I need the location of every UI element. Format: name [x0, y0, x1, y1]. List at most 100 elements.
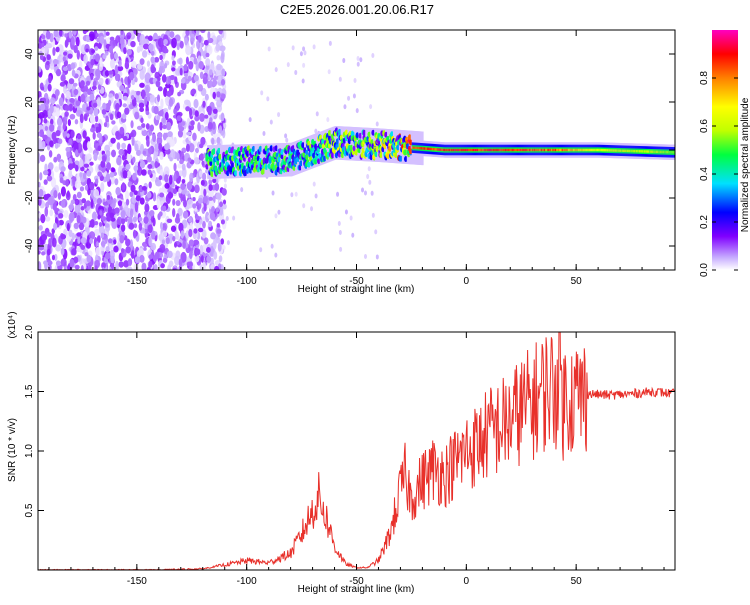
noise-speckle — [130, 60, 137, 68]
noise-speckle — [84, 84, 88, 92]
signal-point — [407, 134, 412, 141]
y-tick-label: 40 — [24, 48, 35, 60]
noise-speckle — [120, 224, 126, 232]
signal-point — [305, 154, 309, 161]
signal-point — [375, 146, 379, 153]
noise-speckle — [158, 65, 163, 75]
noise-speckle — [209, 69, 213, 76]
noise-speckle — [371, 53, 375, 59]
noise-speckle — [169, 157, 173, 162]
noise-speckle — [85, 48, 89, 53]
signal-point — [390, 131, 394, 138]
signal-point — [261, 168, 266, 175]
noise-speckle — [162, 205, 167, 212]
noise-speckle — [294, 191, 298, 197]
noise-speckle — [109, 172, 115, 178]
noise-speckle — [190, 120, 195, 126]
noise-speckle — [38, 132, 41, 137]
noise-speckle — [127, 258, 133, 267]
noise-speckle — [375, 254, 379, 260]
noise-speckle — [171, 37, 177, 49]
signal-point — [233, 170, 238, 177]
colorbar-tick-label: 0.0 — [699, 263, 710, 277]
noise-speckle — [207, 31, 211, 40]
noise-speckle — [39, 154, 46, 163]
noise-speckle — [303, 50, 307, 56]
signal-point — [399, 155, 403, 162]
noise-speckle — [314, 128, 318, 134]
noise-speckle — [155, 181, 162, 187]
noise-speckle — [106, 162, 112, 171]
noise-speckle — [40, 86, 45, 91]
noise-speckle — [167, 191, 174, 199]
noise-speckle — [145, 110, 150, 116]
noise-speckle — [271, 190, 275, 196]
signal-point — [256, 166, 261, 173]
noise-speckle — [63, 210, 69, 218]
noise-speckle — [102, 53, 107, 60]
noise-speckle — [356, 56, 360, 62]
noise-speckle — [117, 200, 123, 207]
noise-speckle — [73, 44, 78, 54]
noise-speckle — [181, 196, 186, 202]
noise-speckle — [77, 134, 81, 140]
y-tick-label: 1.0 — [24, 444, 35, 458]
noise-speckle — [114, 178, 119, 186]
noise-speckle — [188, 60, 194, 70]
noise-speckle — [146, 60, 151, 67]
noise-speckle — [62, 66, 68, 71]
noise-speckle — [92, 132, 96, 140]
snr-y-label: SNR (10 * v/v) — [7, 418, 18, 482]
noise-speckle — [200, 255, 204, 263]
noise-speckle — [139, 197, 145, 205]
noise-speckle — [198, 219, 203, 225]
noise-speckle — [196, 204, 200, 210]
noise-speckle — [60, 247, 65, 256]
noise-speckle — [56, 117, 63, 127]
colorbar-tick-label: 0.2 — [699, 215, 710, 229]
noise-speckle — [174, 255, 180, 266]
noise-speckle — [262, 131, 266, 137]
noise-speckle — [207, 122, 213, 130]
noise-speckle — [89, 218, 95, 228]
noise-speckle — [131, 79, 136, 86]
noise-speckle — [109, 36, 115, 41]
noise-speckle — [126, 48, 132, 56]
noise-speckle — [38, 152, 41, 164]
noise-speckle — [147, 163, 153, 170]
colorbar-label: Normalized spectral amplitude — [740, 97, 750, 232]
noise-speckle — [99, 35, 105, 44]
noise-speckle — [100, 232, 105, 239]
noise-speckle — [141, 169, 147, 176]
noise-speckle — [157, 86, 163, 92]
noise-speckle — [194, 110, 199, 117]
noise-speckle — [208, 178, 213, 186]
noise-speckle — [86, 106, 91, 111]
noise-speckle — [51, 131, 57, 141]
noise-speckle — [182, 132, 187, 139]
noise-speckle — [374, 229, 378, 235]
noise-speckle — [175, 199, 181, 207]
noise-speckle — [142, 43, 150, 50]
noise-speckle — [63, 84, 67, 94]
noise-speckle — [53, 190, 58, 199]
noise-speckle — [192, 196, 196, 202]
noise-speckle — [156, 198, 161, 209]
signal-point — [408, 148, 413, 155]
noise-speckle — [95, 178, 99, 185]
noise-speckle — [104, 223, 110, 228]
noise-speckle — [99, 222, 103, 227]
noise-speckle — [62, 123, 66, 131]
noise-speckle — [363, 190, 367, 196]
noise-speckle — [337, 221, 341, 227]
noise-speckle — [58, 30, 63, 37]
noise-speckle — [102, 102, 107, 110]
noise-speckle — [222, 203, 227, 210]
noise-speckle — [154, 161, 159, 169]
noise-speckle — [89, 127, 96, 133]
noise-speckle — [55, 260, 61, 267]
noise-speckle — [370, 190, 374, 196]
noise-speckle — [369, 104, 373, 110]
noise-speckle — [43, 179, 48, 185]
